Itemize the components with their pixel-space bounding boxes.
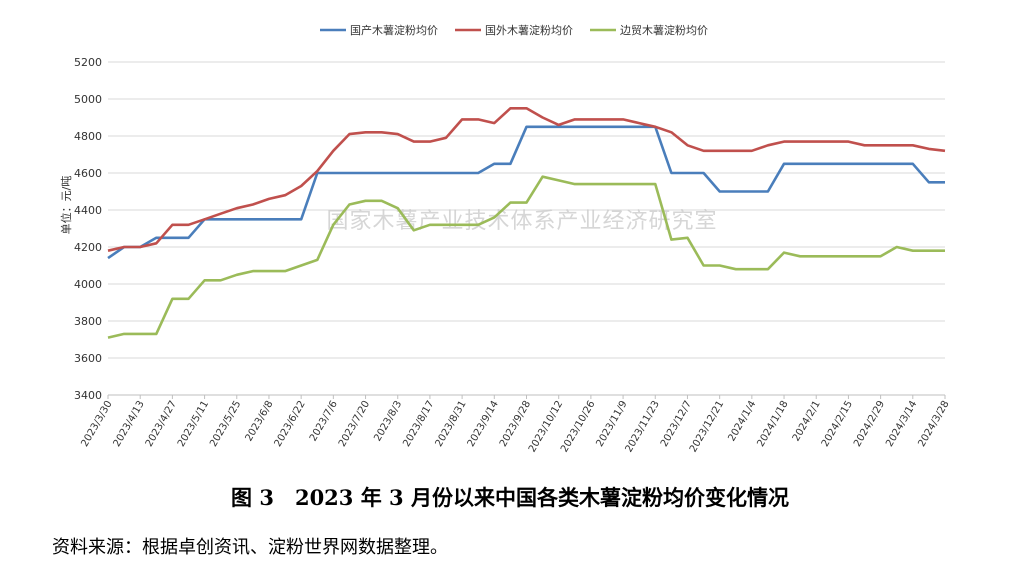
x-tick-label: 2024/3/14 [884,399,919,449]
x-tick-label: 2023/6/22 [273,399,308,449]
y-tick-label: 5000 [74,93,102,106]
x-tick-label: 2023/7/20 [337,399,372,449]
x-tick-label: 2023/5/11 [176,399,211,449]
x-tick-label: 2023/12/21 [688,399,726,454]
y-tick-label: 4000 [74,278,102,291]
legend-label: 国外木薯淀粉均价 [485,23,573,37]
x-tick-label: 2023/5/25 [208,399,243,449]
series-line [107,107,946,252]
x-tick-label: 2023/4/13 [112,399,147,449]
series-lines [107,107,946,339]
x-tick-label: 2023/8/17 [401,399,436,449]
series-line [107,175,945,339]
watermark: 国家木薯产业技术体系产业经济研究室 [326,209,717,234]
x-tick-label: 2023/9/14 [466,399,501,449]
series-line [107,125,945,260]
x-tick-label: 2024/1/18 [755,399,790,449]
x-tick-label: 2023/10/12 [527,399,565,454]
legend-label: 国产木薯淀粉均价 [350,23,438,37]
x-tick-label: 2024/3/28 [916,399,951,449]
y-tick-label: 4600 [74,167,102,180]
x-tick-label: 2023/7/6 [308,399,340,443]
x-tick-label: 2024/2/29 [852,399,887,449]
y-tick-label: 4200 [74,241,102,254]
x-tick-label: 2023/11/9 [595,399,630,449]
price-line-chart: 3400 3600 3800 4000 4200 4400 4600 4800 5000 5200… [59,23,952,454]
y-axis-label: 单位：元/吨 [59,176,73,235]
data-source-note: 资料来源：根据卓创资讯、淀粉世界网数据整理。 [52,537,448,558]
y-tick-label: 4400 [74,204,102,217]
x-tick-label: 2024/2/15 [820,399,855,449]
y-tick-label: 5200 [74,56,102,69]
y-tick-label: 3400 [74,389,102,402]
figure-caption: 图 3 2023 年 3 月份以来中国各类木薯淀粉均价变化情况 [231,485,789,510]
x-tick-label: 2023/6/8 [244,399,276,443]
x-tick-label: 2024/2/1 [791,399,823,443]
x-tick-label: 2023/12/7 [659,399,694,449]
y-tick-label: 3600 [74,352,102,365]
x-tick-label: 2023/11/23 [624,399,662,454]
x-tick-label: 2023/3/30 [79,399,114,449]
legend-label: 边贸木薯淀粉均价 [620,23,708,37]
x-axis-tick-labels: 2023/3/302023/4/132023/4/272023/5/112023… [79,399,951,454]
x-tick-label: 2023/10/26 [559,399,597,454]
y-tick-label: 3800 [74,315,102,328]
x-tick-label: 2023/8/3 [372,399,404,443]
x-tick-label: 2023/8/31 [434,399,469,449]
y-tick-label: 4800 [74,130,102,143]
grid-lines [107,61,946,399]
x-tick-label: 2023/4/27 [144,399,179,449]
x-tick-label: 2024/1/4 [726,399,758,443]
legend: 国产木薯淀粉均价 国外木薯淀粉均价 边贸木薯淀粉均价 [320,23,708,37]
y-axis-tick-labels: 3400 3600 3800 4000 4200 4400 4600 4800 5000 5200 [74,56,102,402]
x-tick-label: 2023/9/28 [498,399,533,449]
